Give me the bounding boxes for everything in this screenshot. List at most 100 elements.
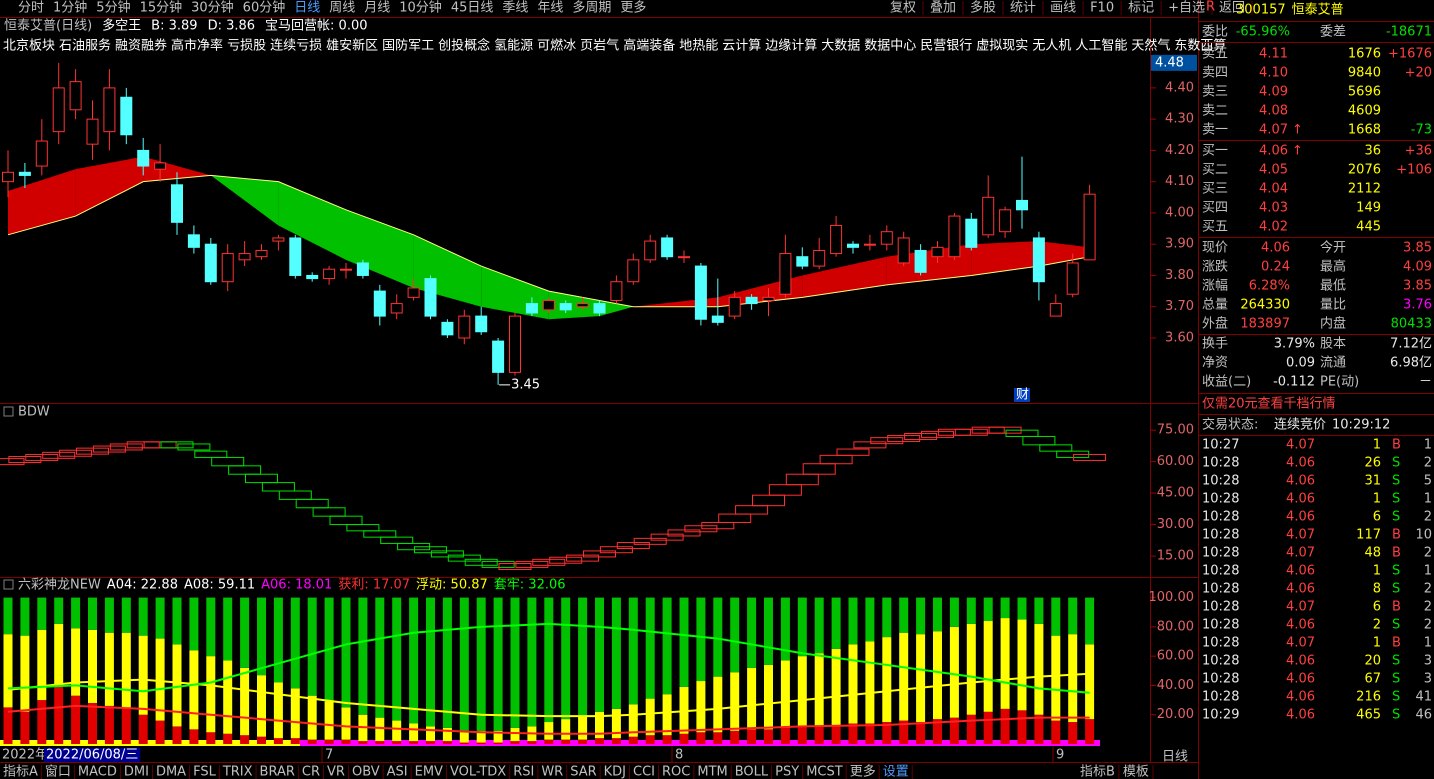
indicator-tab[interactable]: MCST — [806, 765, 843, 779]
period-tab[interactable]: 日线 — [294, 1, 320, 16]
candle-body — [661, 237, 674, 258]
candle-body — [492, 340, 505, 373]
period-tab[interactable]: 1分钟 — [53, 0, 87, 16]
ma-line — [7, 174, 1090, 308]
quote-label: 委差 — [1320, 25, 1346, 40]
stacked-bar — [628, 704, 638, 737]
stacked-bar — [257, 597, 266, 676]
stacked-bar — [578, 739, 588, 744]
period-tab[interactable]: 月线 — [364, 1, 390, 16]
stacked-bar — [933, 631, 942, 720]
tool-button[interactable]: 多股 — [970, 0, 996, 16]
stacked-bar — [696, 597, 706, 682]
period-tab[interactable]: 45日线 — [451, 1, 494, 16]
event-marker[interactable]: 财 — [1016, 388, 1029, 403]
stacked-bar — [662, 694, 672, 736]
indicator-tab[interactable]: RSI — [513, 765, 534, 779]
trade-price: 4.07 — [1286, 528, 1315, 543]
period-tab[interactable]: 分时 — [18, 1, 44, 16]
indicator-tab[interactable]: MTM — [697, 765, 727, 779]
tool-button[interactable]: 复权 — [890, 0, 916, 16]
period-tab[interactable]: 60分钟 — [243, 0, 286, 16]
indicator-tab[interactable]: PSY — [775, 765, 799, 779]
tool-button[interactable]: 叠加 — [930, 1, 956, 16]
indicator-tab[interactable]: VR — [327, 765, 345, 779]
period-tab[interactable]: 年线 — [537, 1, 563, 16]
period-tab[interactable]: 周线 — [329, 1, 355, 16]
indicator-tab[interactable]: WR — [541, 765, 563, 779]
period-tab[interactable]: 5分钟 — [96, 0, 130, 16]
stacked-bar — [206, 732, 216, 744]
indicator-tab[interactable]: CCI — [633, 765, 655, 779]
indicator-tab[interactable]: FSL — [193, 765, 217, 779]
indicator-tab[interactable]: 更多 — [850, 764, 876, 779]
stacked-bar — [71, 597, 81, 629]
indicator-tab[interactable]: EMV — [415, 765, 443, 779]
tool-button[interactable]: F10 — [1090, 1, 1114, 16]
period-tab[interactable]: 10分钟 — [399, 0, 442, 16]
level-volume: 2076 — [1348, 163, 1381, 178]
period-tab[interactable]: 多周期 — [572, 0, 611, 16]
indicator-tab[interactable]: DMI — [124, 765, 149, 779]
indicator-tab[interactable]: BOLL — [735, 765, 769, 779]
tool-button[interactable]: 画线 — [1050, 1, 1076, 16]
promo-link[interactable]: 仅需20元查看千档行情 — [1202, 396, 1336, 412]
period-tab[interactable]: 30分钟 — [191, 0, 234, 16]
level-price: 4.05 — [1259, 163, 1288, 178]
candle-body — [965, 218, 978, 248]
trade-time: 10:28 — [1202, 456, 1239, 471]
stacked-bar — [257, 675, 266, 737]
indicator-tab[interactable]: TRIX — [222, 765, 253, 779]
step-brick — [937, 428, 971, 436]
indicator-tab[interactable]: MACD — [78, 765, 117, 779]
indicator-tab[interactable]: VOL-TDX — [450, 765, 506, 779]
cursor-date-bg — [44, 748, 141, 762]
indicator-tab[interactable]: 指标B — [1080, 765, 1115, 779]
candle-body — [1083, 193, 1096, 261]
indicator-tab[interactable]: BRAR — [260, 765, 295, 779]
candle-body — [847, 243, 859, 248]
tool-button[interactable]: +自选 — [1168, 1, 1205, 16]
tool-button[interactable]: 标记 — [1128, 1, 1154, 16]
stacked-bar — [949, 597, 959, 627]
header-item: 恒泰艾普(日线) — [4, 19, 92, 34]
indicator-tab[interactable]: 指标A — [3, 765, 38, 779]
step-brick — [566, 554, 600, 562]
tool-button[interactable]: 统计 — [1010, 1, 1036, 16]
indicator-tab[interactable]: CR — [302, 765, 320, 779]
period-tab[interactable]: 更多 — [620, 0, 646, 16]
stacked-bar — [831, 648, 841, 725]
y-tick-label: 60.00 — [1157, 454, 1194, 469]
stacked-bar — [54, 685, 64, 744]
indicator-tab[interactable]: KDJ — [604, 765, 626, 779]
indicator-tab[interactable]: OBV — [352, 765, 380, 779]
legend-entry: 浮动: 50.87 — [416, 578, 488, 593]
indicator-tab[interactable]: DMA — [156, 765, 186, 779]
stacked-bar — [476, 730, 486, 743]
stacked-bar — [1034, 623, 1044, 715]
indicator-tab[interactable]: 窗口 — [45, 764, 71, 779]
panel-title: BDW — [18, 405, 50, 420]
period-tab[interactable]: 15分钟 — [140, 0, 183, 16]
stacked-bar — [578, 716, 588, 740]
stat-value: 4.09 — [1403, 260, 1432, 275]
stacked-bar — [476, 597, 486, 731]
indicator-tab[interactable]: 模板 — [1123, 765, 1149, 779]
tool-button[interactable]: 返回 — [1219, 1, 1245, 16]
indicator-tab[interactable]: ROC — [662, 765, 690, 779]
stat-value: 264330 — [1240, 298, 1290, 313]
stacked-bar — [121, 597, 131, 633]
status-label: 交易状态: — [1202, 417, 1258, 433]
level-label: 卖三 — [1202, 85, 1228, 100]
stacked-bar — [645, 597, 655, 699]
step-brick — [785, 473, 819, 486]
period-tab[interactable]: 季线 — [502, 1, 528, 16]
indicator-tab[interactable]: 设置 — [883, 765, 909, 779]
stacked-bar — [37, 629, 47, 701]
trade-count: 10 — [1415, 528, 1432, 543]
indicator-tab[interactable]: ASI — [387, 765, 408, 779]
indicator-tab[interactable]: SAR — [570, 765, 596, 779]
stacked-bar — [949, 717, 959, 744]
candle-body — [948, 215, 961, 258]
